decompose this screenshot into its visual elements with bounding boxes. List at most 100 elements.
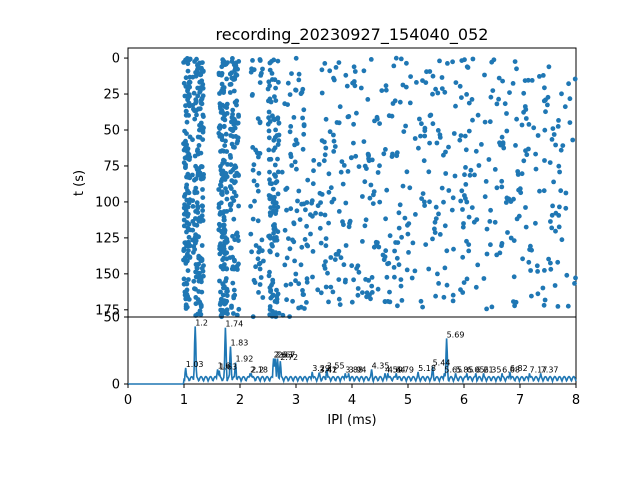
raster-point — [519, 171, 525, 177]
raster-point — [535, 291, 541, 297]
raster-point — [559, 91, 564, 97]
raster-point — [287, 129, 293, 135]
raster-point — [198, 257, 204, 263]
raster-point — [293, 87, 299, 93]
raster-point — [266, 128, 272, 134]
raster-point — [273, 127, 278, 133]
raster-point — [310, 181, 316, 187]
raster-point — [383, 147, 388, 152]
raster-point — [186, 297, 192, 302]
raster-point — [229, 303, 234, 309]
raster-point — [200, 195, 206, 201]
raster-point — [518, 190, 524, 196]
raster-point — [190, 172, 195, 178]
raster-point — [470, 117, 475, 123]
raster-point — [412, 136, 418, 141]
raster-point — [451, 246, 456, 252]
raster-point — [224, 196, 230, 202]
raster-point — [494, 101, 500, 107]
ipi-histogram: 1.03 1.2 1.61.63 1.74 1.83 1.922.182.2 2.62.63… — [103, 311, 580, 429]
raster-point — [253, 147, 258, 153]
raster-point — [234, 312, 240, 318]
raster-point — [183, 108, 189, 114]
raster-point — [199, 101, 205, 107]
raster-point — [349, 263, 355, 269]
raster-point — [186, 84, 192, 90]
peak-label: 3.94 — [349, 365, 367, 374]
raster-point — [253, 243, 259, 248]
raster-point — [304, 300, 309, 305]
raster-point — [270, 186, 276, 192]
histogram-x-axis-label: IPI (ms) — [327, 413, 376, 428]
histogram-x-tick-label: 6 — [460, 393, 468, 408]
raster-point — [462, 172, 467, 178]
raster-point — [301, 292, 306, 297]
raster-point — [255, 256, 261, 262]
raster-point — [545, 94, 551, 100]
raster-point — [423, 242, 429, 248]
chart-title: recording_20230927_154040_052 — [216, 25, 489, 45]
raster-point — [225, 311, 230, 317]
raster-point — [301, 122, 307, 128]
raster-point — [219, 72, 224, 78]
raster-point — [191, 244, 197, 249]
raster-point — [540, 285, 546, 291]
raster-point — [486, 157, 492, 162]
raster-point — [268, 194, 274, 199]
raster-point — [290, 298, 295, 304]
peak-label: 3.55 — [327, 361, 345, 370]
raster-point — [218, 307, 224, 313]
raster-point — [186, 57, 192, 63]
raster-point — [190, 227, 196, 233]
raster-point — [464, 92, 469, 97]
raster-point — [283, 282, 289, 288]
raster-point — [430, 121, 436, 127]
raster-point — [235, 135, 241, 141]
raster-point — [185, 156, 191, 162]
peak-label: 6.82 — [510, 364, 528, 373]
raster-point — [266, 79, 272, 85]
raster-point — [383, 248, 389, 254]
raster-point — [232, 163, 238, 169]
peak-label: 5.85 — [456, 365, 474, 374]
peak-label: 2.18 — [250, 365, 268, 374]
raster-point — [259, 237, 265, 243]
raster-point — [461, 221, 466, 226]
raster-point — [460, 254, 466, 260]
raster-point — [545, 102, 550, 108]
raster-point — [453, 80, 459, 85]
raster-point — [377, 163, 382, 169]
raster-y-ticks: 0 25 50 75 100 125 150 175 — [95, 52, 128, 318]
raster-point — [192, 190, 198, 196]
raster-point — [218, 182, 223, 188]
raster-point — [296, 188, 302, 194]
raster-point — [342, 279, 348, 285]
raster-point — [253, 264, 258, 270]
raster-point — [181, 281, 187, 287]
raster-point — [289, 163, 295, 168]
raster-point — [273, 208, 279, 214]
raster-point — [494, 185, 500, 191]
peak-label: 3.42 — [320, 365, 338, 374]
raster-point — [466, 128, 472, 134]
raster-point — [430, 236, 435, 242]
raster-point — [484, 226, 490, 232]
raster-point — [182, 93, 188, 99]
histogram-x-tick-label: 7 — [516, 393, 524, 408]
raster-point — [436, 281, 441, 286]
raster-point — [300, 288, 305, 293]
raster-point — [559, 237, 565, 243]
raster-point — [475, 112, 481, 118]
raster-point — [232, 237, 238, 243]
raster-point — [250, 58, 255, 63]
raster-point — [404, 169, 410, 175]
raster-point — [296, 71, 302, 77]
raster-point — [195, 134, 201, 140]
raster-point — [319, 90, 325, 96]
raster-point — [190, 204, 196, 209]
raster-point — [487, 219, 493, 224]
raster-point — [352, 69, 358, 74]
raster-point — [503, 200, 509, 205]
raster-point — [466, 214, 472, 220]
raster-point — [472, 172, 477, 178]
